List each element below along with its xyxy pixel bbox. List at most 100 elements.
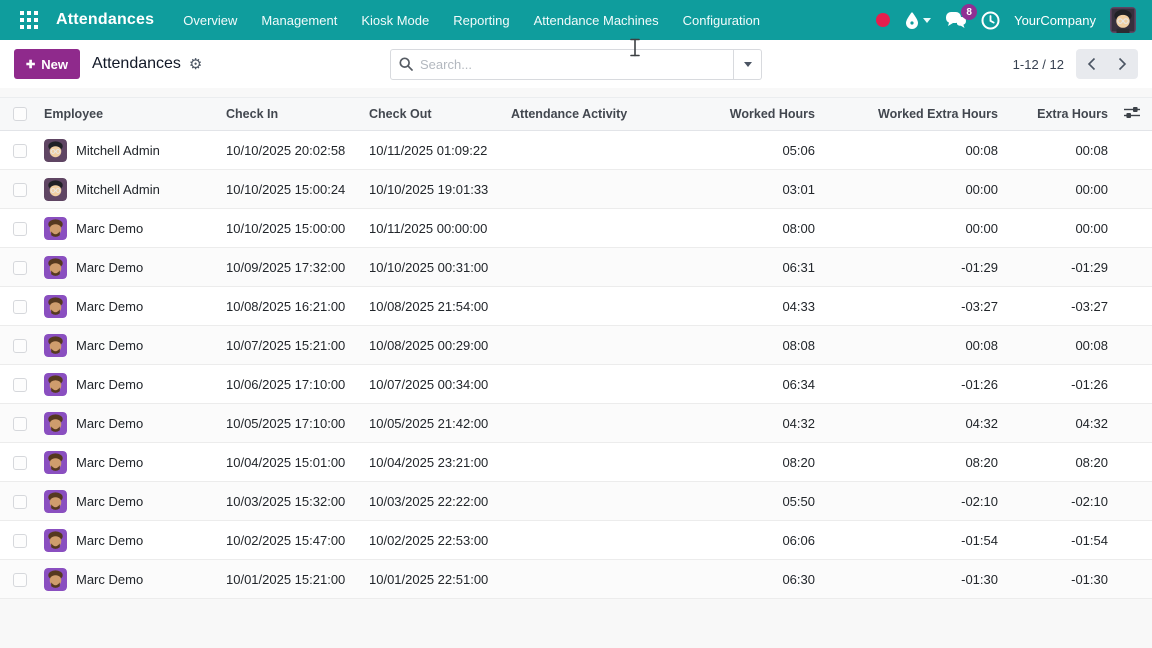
table-row[interactable]: Marc Demo 10/03/2025 15:32:00 10/03/2025… bbox=[0, 481, 1152, 521]
attendance-activity-cell bbox=[507, 325, 647, 365]
table-row[interactable]: Marc Demo 10/01/2025 15:21:00 10/01/2025… bbox=[0, 559, 1152, 599]
row-checkbox[interactable] bbox=[13, 182, 27, 197]
employee-avatar bbox=[44, 216, 67, 240]
employee-avatar bbox=[44, 255, 67, 279]
employee-name: Marc Demo bbox=[76, 493, 144, 509]
gear-icon[interactable]: ⚙ bbox=[188, 55, 203, 73]
check-in-cell: 10/05/2025 17:10:00 bbox=[222, 403, 365, 443]
table-row[interactable]: Marc Demo 10/08/2025 16:21:00 10/08/2025… bbox=[0, 286, 1152, 326]
column-header-attendance-activity[interactable]: Attendance Activity bbox=[507, 97, 647, 131]
worked-extra-hours-cell: 00:08 bbox=[819, 130, 1002, 170]
row-checkbox[interactable] bbox=[13, 455, 27, 470]
check-in-cell: 10/10/2025 15:00:00 bbox=[222, 208, 365, 248]
nav-item-attendance-machines[interactable]: Attendance Machines bbox=[533, 12, 659, 28]
employee-avatar bbox=[44, 372, 67, 396]
messages-count-badge: 8 bbox=[961, 4, 978, 20]
column-header-worked-hours[interactable]: Worked Hours bbox=[647, 97, 819, 131]
check-in-cell: 10/01/2025 15:21:00 bbox=[222, 559, 365, 599]
navbar-systray: 8 YourCompany bbox=[876, 4, 1140, 33]
extra-hours-cell: -01:26 bbox=[1002, 364, 1112, 404]
search-box[interactable] bbox=[390, 48, 734, 80]
row-checkbox[interactable] bbox=[13, 338, 27, 353]
table-row[interactable]: Marc Demo 10/09/2025 17:32:00 10/10/2025… bbox=[0, 247, 1152, 287]
column-header-check-out[interactable]: Check Out bbox=[365, 97, 507, 131]
table-row[interactable]: Marc Demo 10/07/2025 15:21:00 10/08/2025… bbox=[0, 325, 1152, 365]
user-menu[interactable]: YourCompany bbox=[1014, 13, 1096, 28]
nav-item-management[interactable]: Management bbox=[261, 12, 338, 28]
check-out-cell: 10/02/2025 22:53:00 bbox=[365, 520, 507, 560]
table-row[interactable]: Marc Demo 10/05/2025 17:10:00 10/05/2025… bbox=[0, 403, 1152, 443]
table-row[interactable]: Marc Demo 10/02/2025 15:47:00 10/02/2025… bbox=[0, 520, 1152, 560]
employee-name: Marc Demo bbox=[76, 220, 144, 236]
plus-icon: ✚ bbox=[26, 58, 36, 71]
new-button-label: New bbox=[41, 56, 68, 72]
worked-extra-hours-cell: 00:00 bbox=[819, 169, 1002, 209]
worked-extra-hours-cell: 04:32 bbox=[819, 403, 1002, 443]
extra-hours-cell: -01:54 bbox=[1002, 520, 1112, 560]
nav-item-configuration[interactable]: Configuration bbox=[682, 12, 760, 28]
nav-item-overview[interactable]: Overview bbox=[183, 12, 238, 28]
table-row[interactable]: Mitchell Admin 10/10/2025 20:02:58 10/11… bbox=[0, 130, 1152, 170]
user-avatar[interactable] bbox=[1110, 7, 1136, 33]
new-button[interactable]: ✚ New bbox=[14, 49, 80, 79]
check-in-cell: 10/02/2025 15:47:00 bbox=[222, 520, 365, 560]
extra-hours-cell: 00:08 bbox=[1002, 325, 1112, 365]
attendance-activity-cell bbox=[507, 169, 647, 209]
employee-name: Marc Demo bbox=[76, 259, 144, 275]
worked-hours-cell: 08:00 bbox=[647, 208, 819, 248]
row-checkbox[interactable] bbox=[13, 377, 27, 392]
column-header-check-in[interactable]: Check In bbox=[222, 97, 365, 131]
extra-hours-cell: 00:08 bbox=[1002, 130, 1112, 170]
row-checkbox[interactable] bbox=[13, 143, 27, 158]
search-input[interactable] bbox=[420, 56, 725, 72]
optional-columns-button[interactable] bbox=[1112, 97, 1152, 131]
attendance-activity-cell bbox=[507, 364, 647, 404]
employee-name: Marc Demo bbox=[76, 298, 144, 314]
employee-avatar bbox=[44, 450, 67, 474]
chevron-down-icon bbox=[743, 61, 752, 67]
worked-extra-hours-cell: -03:27 bbox=[819, 286, 1002, 326]
row-checkbox[interactable] bbox=[13, 221, 27, 236]
pager-previous-button[interactable] bbox=[1076, 49, 1107, 79]
chevron-down-icon bbox=[923, 17, 932, 23]
attendance-activity-cell bbox=[507, 403, 647, 443]
table-header-row: Employee Check In Check Out Attendance A… bbox=[0, 97, 1152, 131]
row-checkbox[interactable] bbox=[13, 533, 27, 548]
row-checkbox[interactable] bbox=[13, 572, 27, 587]
column-header-extra-hours[interactable]: Extra Hours bbox=[1002, 97, 1112, 131]
column-header-employee[interactable]: Employee bbox=[40, 97, 222, 131]
attendance-activity-cell bbox=[507, 130, 647, 170]
employee-name: Mitchell Admin bbox=[76, 142, 160, 158]
app-menu: Overview Management Kiosk Mode Reporting… bbox=[172, 7, 771, 34]
row-checkbox[interactable] bbox=[13, 260, 27, 275]
apps-grid-icon[interactable] bbox=[12, 0, 46, 40]
check-in-cell: 10/06/2025 17:10:00 bbox=[222, 364, 365, 404]
app-brand[interactable]: Attendances bbox=[56, 11, 155, 28]
row-checkbox[interactable] bbox=[13, 416, 27, 431]
chevron-right-icon bbox=[1118, 57, 1127, 71]
worked-hours-cell: 03:01 bbox=[647, 169, 819, 209]
table-row[interactable]: Marc Demo 10/10/2025 15:00:00 10/11/2025… bbox=[0, 208, 1152, 248]
row-checkbox[interactable] bbox=[13, 299, 27, 314]
column-header-worked-extra-hours[interactable]: Worked Extra Hours bbox=[819, 97, 1002, 131]
table-row[interactable]: Mitchell Admin 10/10/2025 15:00:24 10/10… bbox=[0, 169, 1152, 209]
employee-name: Marc Demo bbox=[76, 376, 144, 392]
check-out-cell: 10/07/2025 00:34:00 bbox=[365, 364, 507, 404]
pager-next-button[interactable] bbox=[1107, 49, 1138, 79]
search-bar bbox=[390, 48, 762, 80]
attendance-activity-cell bbox=[507, 559, 647, 599]
theme-droplet-menu[interactable] bbox=[904, 11, 932, 29]
extra-hours-cell: 04:32 bbox=[1002, 403, 1112, 443]
nav-item-kiosk-mode[interactable]: Kiosk Mode bbox=[361, 12, 430, 28]
select-all-checkbox[interactable] bbox=[13, 107, 27, 122]
chevron-left-icon bbox=[1087, 57, 1096, 71]
attendance-list-view: Employee Check In Check Out Attendance A… bbox=[0, 97, 1152, 648]
worked-hours-cell: 05:06 bbox=[647, 130, 819, 170]
table-row[interactable]: Marc Demo 10/06/2025 17:10:00 10/07/2025… bbox=[0, 364, 1152, 404]
search-dropdown-toggle[interactable] bbox=[734, 48, 762, 80]
messages-button[interactable]: 8 bbox=[945, 4, 978, 29]
nav-item-reporting[interactable]: Reporting bbox=[453, 12, 510, 28]
row-checkbox[interactable] bbox=[13, 494, 27, 509]
table-row[interactable]: Marc Demo 10/04/2025 15:01:00 10/04/2025… bbox=[0, 442, 1152, 482]
activities-button[interactable] bbox=[981, 11, 1000, 30]
